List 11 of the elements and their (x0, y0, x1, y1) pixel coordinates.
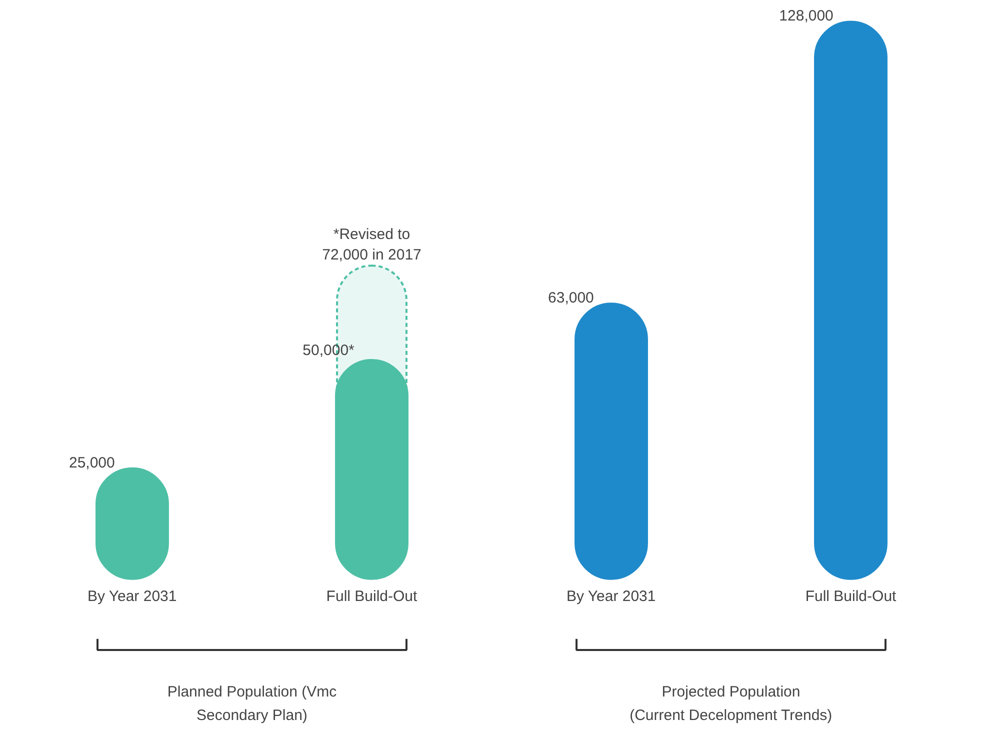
text: Planned Population (Vmc Secondary Plan) (167, 683, 338, 724)
x-tick-label: Full Build-Out (805, 588, 898, 605)
text: Projected Population (Current Decelopment Trends) (630, 683, 832, 724)
data-label: 63,000 (548, 290, 594, 307)
data-label: *Revised to 72,000 in 2017 (322, 226, 422, 264)
data-label: 25,000 (68, 454, 115, 472)
x-tick-label: By Year 2031 (87, 588, 177, 605)
x-tick-label: Full Build-Out (326, 588, 418, 605)
data-label: 128,000 (779, 8, 834, 25)
data-label: 50,000* (302, 342, 355, 359)
x-tick-label: By Year 2031 (566, 588, 656, 605)
